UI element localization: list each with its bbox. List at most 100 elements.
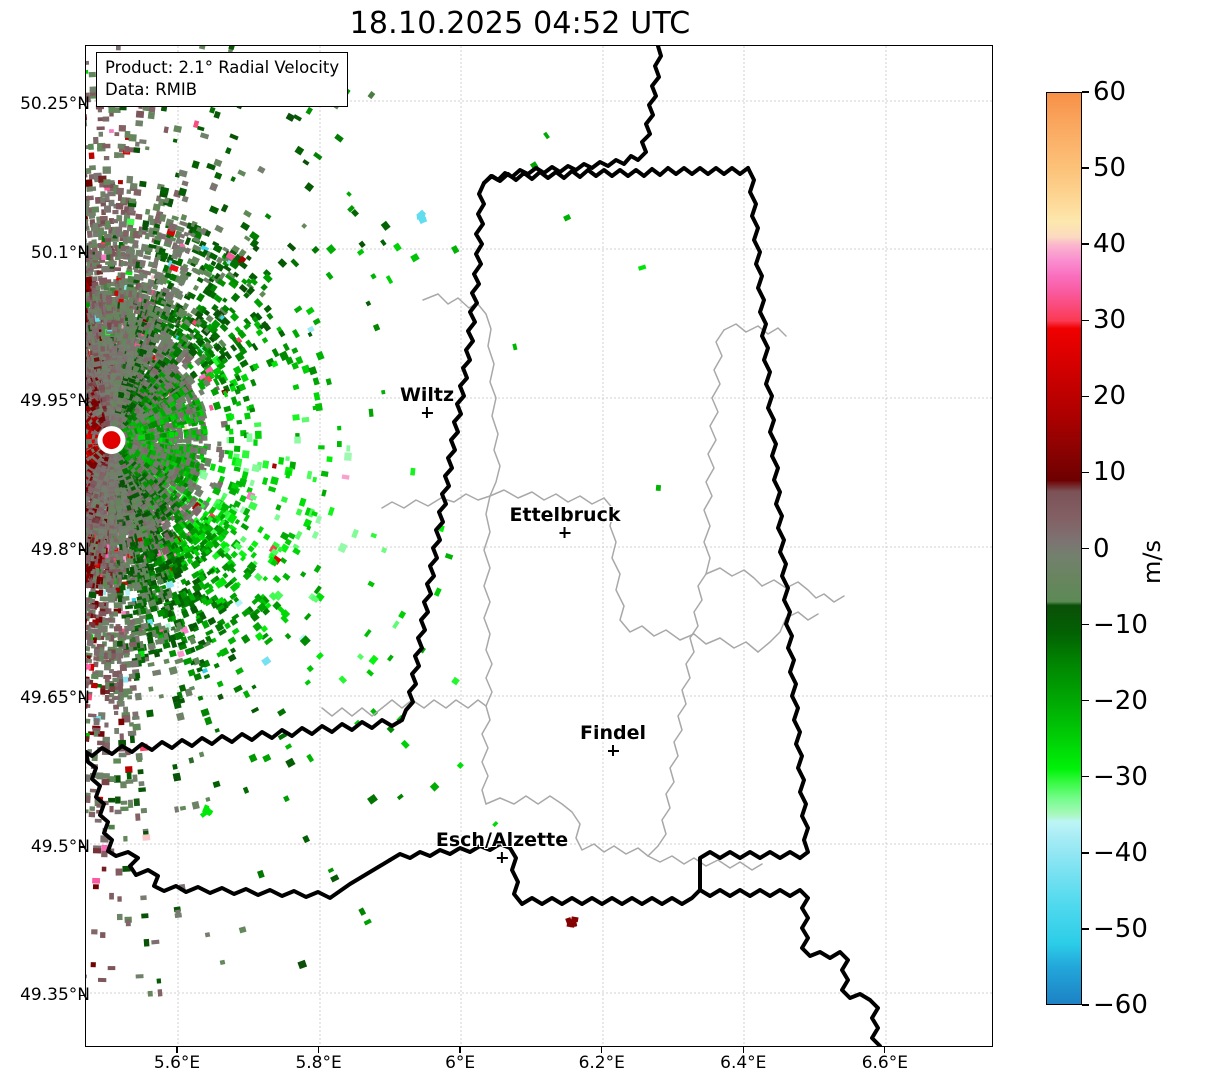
- radar-echo-cell: [302, 159, 310, 166]
- radar-echo-cell: [318, 445, 325, 450]
- radar-echo-cell: [143, 938, 150, 947]
- radar-echo-cell: [270, 476, 279, 486]
- radar-echo-cell: [208, 404, 214, 411]
- radar-echo-cell: [142, 254, 151, 260]
- radar-echo-cell: [346, 445, 351, 452]
- radar-echo-cell: [126, 175, 134, 184]
- radar-echo-cell: [451, 676, 460, 686]
- radar-echo-cell: [170, 639, 178, 649]
- radar-echo-cell: [292, 384, 300, 391]
- radar-echo-cell: [132, 609, 139, 616]
- radar-echo-cell: [294, 436, 301, 444]
- radar-echo-cell: [543, 131, 550, 140]
- radar-echo-cell: [326, 244, 337, 255]
- radar-echo-cell: [292, 547, 301, 556]
- radar-echo-cell: [209, 182, 219, 192]
- radar-echo-cell: [214, 727, 220, 733]
- radar-echo-cell: [198, 388, 205, 396]
- radar-echo-cell: [217, 441, 222, 447]
- radar-echo-cell: [136, 757, 143, 763]
- radar-echo-cell: [141, 913, 149, 919]
- radar-echo-cell: [132, 239, 139, 248]
- radar-echo-cell: [344, 452, 352, 461]
- radar-echo-cell: [400, 739, 410, 749]
- radar-echo-cell: [253, 422, 262, 428]
- radar-echo-cell: [259, 290, 266, 298]
- radar-echo-cell: [410, 253, 420, 263]
- radar-echo-cell: [174, 912, 182, 919]
- radar-echo-cell: [224, 147, 232, 155]
- radar-echo-cell: [200, 708, 210, 717]
- radar-echo-cell: [311, 530, 319, 540]
- radar-echo-cell: [367, 91, 376, 100]
- radar-echo-cell: [91, 929, 98, 935]
- radar-echo-cell: [237, 169, 247, 177]
- map-plot-area[interactable]: Wiltz Ettelbruck Findel Esch/Alzette: [85, 45, 993, 1047]
- radar-echo-cell: [262, 575, 269, 582]
- radar-echo-cell: [246, 433, 253, 442]
- radar-echo-cell: [126, 218, 135, 226]
- radar-echo-cell: [117, 193, 123, 201]
- radar-echo-cell: [92, 884, 99, 890]
- radar-echo-cell: [114, 152, 119, 159]
- radar-echo-cell: [250, 551, 258, 559]
- radar-echo-cell: [116, 215, 123, 222]
- radar-echo-cell: [86, 681, 90, 689]
- radar-echo-cell: [99, 596, 107, 602]
- radar-echo-cell: [108, 199, 115, 207]
- radar-echo-cell: [381, 547, 388, 554]
- radar-echo-cell: [291, 347, 299, 355]
- radar-echo-cell: [203, 673, 211, 680]
- radar-echo-cell: [216, 680, 224, 688]
- radar-echo-cell: [239, 359, 249, 368]
- radar-echo-cell: [217, 693, 224, 701]
- radar-echo-cell: [292, 414, 300, 421]
- radar-echo-cell: [266, 312, 274, 321]
- radar-echo-cell: [147, 990, 153, 997]
- radar-echo-cell: [135, 213, 143, 220]
- radar-echo-cell: [305, 306, 315, 316]
- radar-echo-cell: [307, 331, 313, 338]
- radar-echo-cell: [326, 456, 333, 463]
- radar-echo-cell: [108, 797, 115, 803]
- radar-echo-cell: [410, 467, 416, 476]
- radar-echo-cell: [138, 249, 144, 258]
- radar-echo-cell: [372, 323, 381, 332]
- page-title: 18.10.2025 04:52 UTC: [349, 6, 691, 41]
- radar-echo-cell: [238, 926, 247, 934]
- radar-echo-cell: [271, 348, 280, 358]
- radar-echo-cell: [325, 378, 332, 386]
- radar-echo-cell: [212, 401, 222, 411]
- radar-echo-cell: [240, 634, 251, 644]
- radar-echo-cell: [385, 275, 394, 285]
- radar-echo-cell: [113, 710, 119, 716]
- radar-echo-cell: [126, 771, 132, 780]
- radar-echo-cell: [230, 292, 241, 303]
- radar-echo-cell: [153, 223, 161, 229]
- radar-echo-cell: [229, 312, 240, 322]
- radar-echo-cell: [205, 629, 214, 636]
- radar-echo-cell: [241, 450, 250, 459]
- radar-echo-cell: [239, 494, 247, 503]
- radar-echo-cell: [86, 639, 94, 647]
- radar-echo-cell: [315, 403, 323, 412]
- radar-echo-cell: [113, 625, 123, 632]
- radar-echo-cell: [233, 445, 241, 453]
- radar-echo-cell: [87, 713, 97, 718]
- radar-echo-cell: [135, 974, 144, 979]
- radar-echo-cell: [157, 989, 163, 997]
- radar-echo-cell: [306, 664, 314, 673]
- radar-echo-cell: [262, 533, 271, 541]
- radar-echo-cell: [192, 284, 199, 292]
- radar-echo-cell: [125, 766, 133, 773]
- radar-echo-cell: [313, 585, 322, 595]
- radar-echo-cell: [271, 463, 277, 469]
- radar-echo-cell: [113, 602, 121, 609]
- radar-echo-cell: [272, 574, 282, 584]
- radar-echo-cell: [191, 160, 200, 169]
- radar-echo-cell: [242, 395, 250, 403]
- radar-echo-cell: [100, 932, 106, 938]
- radar-echo-cell: [393, 242, 402, 252]
- radar-echo-cell: [117, 595, 123, 603]
